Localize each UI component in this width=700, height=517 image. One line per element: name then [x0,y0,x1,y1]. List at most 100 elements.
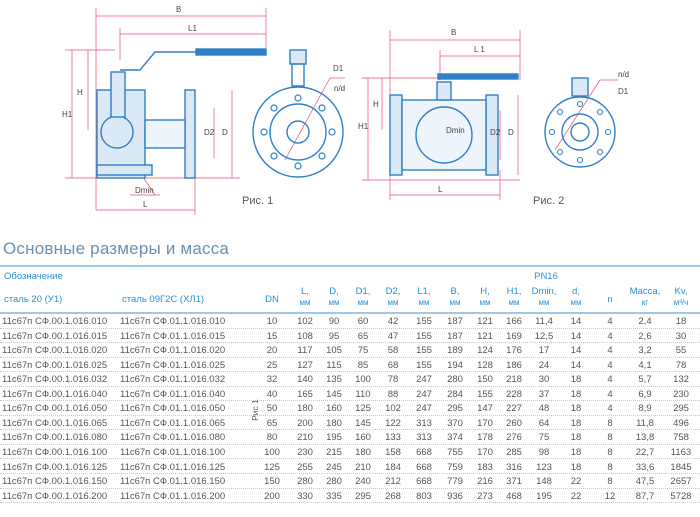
cell: 178 [477,432,493,444]
column-name: D, [329,286,339,297]
table-row: 11с67п СФ.00.1.016.080 11с67п СФ.01.1.016… [0,430,700,445]
cell: 140 [297,374,313,386]
cell: 160 [355,432,371,444]
cell: 180 [326,417,342,429]
cell: 30 [538,374,550,386]
cell: 187 [447,330,463,342]
designation-steel20: 11с67п СФ.00.1.016.050 [2,403,108,415]
column-unit: мм [328,298,340,307]
designation-steel20: 11с67п СФ.00.1.016.100 [2,446,108,458]
table-row: 11с67п СФ.00.1.016.010 11с67п СФ.01.1.016… [0,314,700,329]
table-row: 11с67п СФ.00.1.016.150 11с67п СФ.01.1.016… [0,474,700,489]
cell: 22 [570,490,582,502]
cell: 8 [607,417,613,429]
designation-steel20: 11с67п СФ.00.1.016.150 [2,476,108,488]
cell: 227 [506,403,522,415]
dim-label-d1: D1 [618,87,629,96]
cell: 184 [385,461,401,473]
cell: 245 [326,461,342,473]
cell: 145 [326,388,342,400]
column-header: H, мм [463,286,507,308]
cell: 165 [297,388,313,400]
cell: 216 [477,476,493,488]
cell: 5,7 [638,374,652,386]
cell: 105 [326,345,342,357]
table-row: 11с67п СФ.00.1.016.100 11с67п СФ.01.1.016… [0,445,700,460]
cell: 124 [477,345,493,357]
cell: 155 [416,345,432,357]
designation-09g2s: 11с67п СФ.01.1.016.200 [120,490,226,502]
column-unit: мм [449,298,461,307]
dim-label-dmin: Dmin [446,126,465,135]
designation-steel20: 11с67п СФ.00.1.016.040 [2,388,108,400]
cell: 759 [447,461,463,473]
column-header: Масса, кг [623,286,667,308]
cell: 8,9 [638,403,652,415]
cell: 110 [355,388,371,400]
designation-steel20: 11с67п СФ.00.1.016.065 [2,417,108,429]
cell: 218 [506,374,522,386]
cell: 200 [264,490,280,502]
designation-steel20: 11с67п СФ.00.1.016.015 [2,330,108,342]
cell: 1845 [670,461,692,473]
designation-steel20: 11с67п СФ.00.1.016.032 [2,374,108,386]
cell: 85 [357,359,369,371]
table-row: 11с67п СФ.00.1.016.200 11с67п СФ.01.1.016… [0,489,700,504]
cell: 4,1 [638,359,652,371]
table-row: 11с67п СФ.00.1.016.020 11с67п СФ.01.1.016… [0,343,700,358]
cell: 100 [355,374,371,386]
cell: 260 [506,417,522,429]
table-row: 11с67п СФ.00.1.016.032 11с67п СФ.01.1.016… [0,372,700,387]
cell: 5728 [670,490,692,502]
dim-label-h: H [77,88,83,97]
cell: 186 [506,359,522,371]
dim-label-b: B [176,5,182,14]
figure-caption-2: Рис. 2 [533,195,565,207]
cell: 313 [416,417,432,429]
cell: 4 [607,388,613,400]
cell: 15 [266,330,278,342]
dim-label-l: L [143,200,148,209]
cell: 65 [357,330,369,342]
cell: 285 [506,446,522,458]
dim-label-d2: D2 [490,128,501,137]
cell: 668 [416,476,432,488]
cell: 313 [416,432,432,444]
column-header: B, мм [433,286,477,308]
cell: 20 [266,345,278,357]
cell: 33,6 [635,461,655,473]
cell: 47 [387,330,399,342]
cell: 169 [506,330,522,342]
cell: 276 [506,432,522,444]
cell: 8 [607,432,613,444]
cell: 90 [328,316,340,327]
cell: 78 [675,359,687,371]
cell: 668 [416,446,432,458]
cell: 371 [506,476,522,488]
group-header: Обозначение [4,271,63,282]
cell: 14 [570,330,582,342]
column-header: Dmin, мм [522,286,566,308]
cell: 121 [477,330,493,342]
cell: 230 [297,446,313,458]
cell: 98 [538,446,550,458]
cell: 273 [477,490,493,502]
header-rule [0,312,700,314]
designation-09g2s: 11с67п СФ.01.1.016.050 [120,403,226,415]
cell: 3,2 [638,345,652,357]
cell: 135 [326,374,342,386]
cell: 240 [355,476,371,488]
cell: 280 [297,476,313,488]
cell: 255 [297,461,313,473]
cell: 4 [607,330,613,342]
column-header: d, мм [554,286,598,308]
column-header: L1, мм [402,286,446,308]
cell: 14 [570,345,582,357]
cell: 60 [357,316,369,327]
cell: 230 [673,388,689,400]
column-name: n [607,294,613,305]
section-title: Основные размеры и масса [3,239,230,258]
cell: 121 [477,316,493,327]
cell: 14 [570,359,582,371]
cell: 779 [447,476,463,488]
